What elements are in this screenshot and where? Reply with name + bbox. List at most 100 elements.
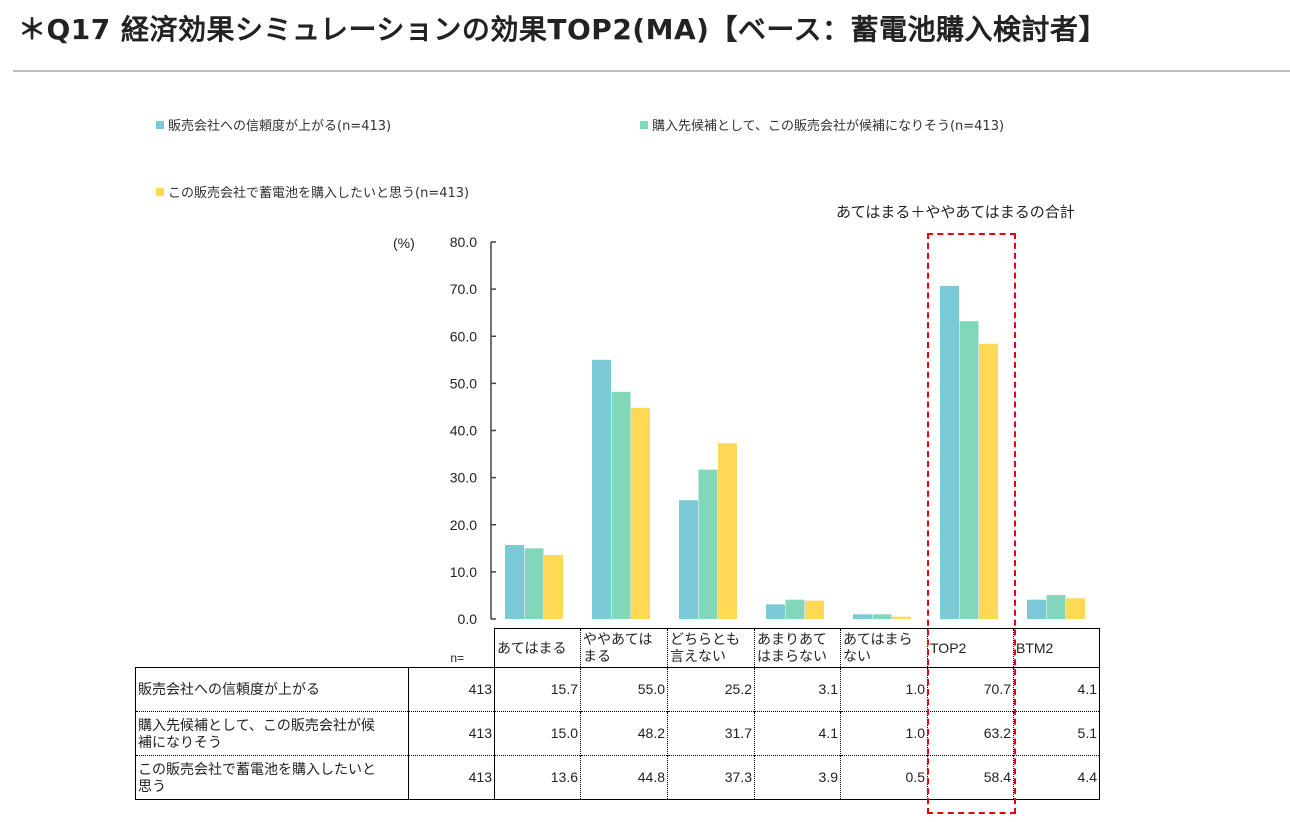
table-cell: 31.7 xyxy=(667,711,755,756)
column-header-line: 言えない xyxy=(670,648,726,664)
bar-7-series-3 xyxy=(1066,598,1085,619)
row-label-line: 購入先候補として、この販売会社が候 xyxy=(138,716,375,733)
table-cell: 48.2 xyxy=(580,711,668,756)
row-label-line: この販売会社で蓄電池を購入したいと xyxy=(138,760,376,777)
table-cell: 25.2 xyxy=(667,667,755,712)
table-cell: 4.1 xyxy=(1013,667,1100,712)
row-n: 413 xyxy=(408,755,495,800)
legend-item-purchase: この販売会社で蓄電池を購入したいと思う(n=413) xyxy=(156,182,469,201)
table-cell: 58.4 xyxy=(927,755,1014,800)
column-header-line: はまらない xyxy=(757,648,827,664)
top2-annotation: あてはまる＋ややあてはまるの合計 xyxy=(836,203,1075,221)
column-header-line: あまりあて xyxy=(757,631,827,647)
table-row: 販売会社への信頼度が上がる 413 15.7 55.0 25.2 3.1 1.0 70.7 4.… xyxy=(135,667,1100,712)
bar-7-series-2 xyxy=(1046,594,1066,619)
table-cell: 4.4 xyxy=(1013,755,1100,800)
column-header-line: どちらとも xyxy=(670,631,740,647)
column-header: どちらとも 言えない xyxy=(667,628,755,668)
legend-label: 販売会社への信頼度が上がる(n=413) xyxy=(168,119,392,134)
row-n: 413 xyxy=(408,667,495,712)
legend-label: 購入先候補として、この販売会社が候補になりそう(n=413) xyxy=(652,119,1005,134)
bar-1-series-3 xyxy=(544,554,563,619)
row-n: 413 xyxy=(408,711,495,756)
bar-3-series-2 xyxy=(698,469,718,619)
table-cell: 15.7 xyxy=(494,667,581,712)
table-row: この販売会社で蓄電池を購入したいと 思う 413 13.6 44.8 37.3 3.9 0.5… xyxy=(135,755,1100,800)
table-cell: 3.1 xyxy=(754,667,841,712)
table-cell: 5.1 xyxy=(1013,711,1100,756)
row-label-line: 補になりそう xyxy=(138,733,222,750)
column-header-line: TOP2 xyxy=(930,639,967,656)
column-header: あてはまる xyxy=(494,628,581,668)
table-cell: 55.0 xyxy=(580,667,668,712)
column-header: あまりあて はまらない xyxy=(754,628,841,668)
bar-6-series-2 xyxy=(959,321,979,619)
y-tick-label: 80.0 xyxy=(450,234,477,250)
bars xyxy=(505,285,1085,619)
column-header-line: BTM2 xyxy=(1016,639,1054,656)
bar-5-series-1 xyxy=(853,614,872,619)
y-tick-label: 20.0 xyxy=(450,517,477,533)
table-cell: 13.6 xyxy=(494,755,581,800)
y-axis-label: (%) xyxy=(393,235,415,251)
bar-4-series-1 xyxy=(766,604,785,619)
row-label: 購入先候補として、この販売会社が候 補になりそう xyxy=(135,711,409,756)
table-cell: 15.0 xyxy=(494,711,581,756)
bar-3-series-1 xyxy=(679,500,698,619)
row-label-line: 販売会社への信頼度が上がる xyxy=(138,681,320,697)
column-header-line: まる xyxy=(583,648,611,664)
table-cell: 63.2 xyxy=(927,711,1014,756)
y-tick-label: 10.0 xyxy=(450,564,477,580)
bar-1-series-1 xyxy=(505,545,524,619)
y-axis: 0.0 10.0 20.0 30.0 40.0 50.0 60.0 70.0 80.0 xyxy=(450,234,496,627)
y-tick-label: 70.0 xyxy=(450,281,477,297)
table-row: 購入先候補として、この販売会社が候 補になりそう 413 15.0 48.2 31.7 4.… xyxy=(135,711,1100,756)
bar-2-series-2 xyxy=(611,391,631,619)
column-header: ややあては まる xyxy=(580,628,668,668)
n-label: n= xyxy=(450,651,464,665)
bar-7-series-1 xyxy=(1027,599,1046,619)
y-tick-label: 60.0 xyxy=(450,328,477,344)
bar-4-series-2 xyxy=(785,599,805,619)
legend-item-trust: 販売会社への信頼度が上がる(n=413) xyxy=(156,115,391,134)
bar-1-series-2 xyxy=(524,548,544,619)
table-cell: 3.9 xyxy=(754,755,841,800)
column-header-line: ややあては xyxy=(583,631,653,647)
table-cell: 37.3 xyxy=(667,755,755,800)
legend-item-candidate: 購入先候補として、この販売会社が候補になりそう(n=413) xyxy=(640,115,1004,134)
column-header-line: ない xyxy=(843,648,871,664)
top2-highlight-box xyxy=(927,233,1016,814)
page-title: ＊Q17 経済効果シミュレーションの効果TOP2(MA)【ベース：蓄電池購入検討… xyxy=(18,13,1108,46)
bar-6-series-1 xyxy=(940,285,959,619)
column-header: BTM2 xyxy=(1013,628,1100,668)
column-header: あてはまら ない xyxy=(840,628,928,668)
bar-2-series-3 xyxy=(631,407,650,619)
header-n: n= xyxy=(409,629,495,668)
table-header-row: n= あてはまる ややあては まる どちらとも 言えない あまりあて はまらない あてはまら ない… xyxy=(136,628,1100,668)
header-blank xyxy=(136,629,409,668)
bar-4-series-3 xyxy=(805,600,824,619)
table-cell: 44.8 xyxy=(580,755,668,800)
row-label-line: 思う xyxy=(138,777,166,794)
y-tick-label: 50.0 xyxy=(450,375,477,391)
bar-6-series-3 xyxy=(979,343,998,619)
bar-5-series-2 xyxy=(872,614,892,619)
bar-2-series-1 xyxy=(592,359,611,619)
column-header: TOP2 xyxy=(927,628,1014,668)
legend-swatch-icon xyxy=(156,187,164,196)
y-tick-label: 0.0 xyxy=(458,611,478,627)
table-cell: 0.5 xyxy=(840,755,928,800)
data-table: n= あてはまる ややあては まる どちらとも 言えない あまりあて はまらない あてはまら ない… xyxy=(135,628,1100,800)
column-header-line: あてはまる xyxy=(497,639,567,656)
legend-label: この販売会社で蓄電池を購入したいと思う(n=413) xyxy=(168,186,470,201)
y-tick-label: 40.0 xyxy=(450,423,477,439)
row-label: 販売会社への信頼度が上がる xyxy=(135,667,409,712)
title-divider xyxy=(13,70,1290,72)
column-header-line: あてはまら xyxy=(843,631,913,647)
legend-swatch-icon xyxy=(156,120,164,129)
y-tick-label: 30.0 xyxy=(450,470,477,486)
table-cell: 1.0 xyxy=(840,711,928,756)
bar-5-series-3 xyxy=(892,616,911,619)
legend-swatch-icon xyxy=(640,120,648,129)
